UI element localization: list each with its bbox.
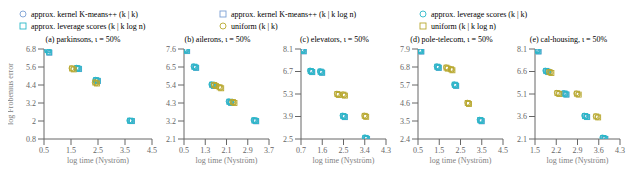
svg-text:3.9: 3.9 [283, 112, 293, 121]
svg-text:2.5: 2.5 [456, 146, 466, 155]
svg-text:1.5: 1.5 [434, 146, 444, 155]
svg-text:2.1: 2.1 [517, 135, 527, 144]
svg-text:7.6: 7.6 [166, 45, 176, 54]
svg-text:2.9: 2.9 [243, 146, 253, 155]
svg-text:0.8: 0.8 [26, 135, 36, 144]
svg-text:4.3: 4.3 [381, 146, 391, 155]
svg-text:log time (Nyström): log time (Nyström) [196, 156, 258, 165]
svg-text:6.8: 6.8 [400, 63, 410, 72]
html-text:approx. leverage scores (k | k: approx. leverage scores (k | k) [431, 9, 528, 19]
html-text:uniform (k | k): uniform (k | k) [231, 21, 278, 31]
html-text:uniform (k | k log n): uniform (k | k log n) [431, 21, 496, 31]
html-text:approx. leverage scores (k | k: approx. leverage scores (k | k log n) [31, 21, 146, 31]
svg-text:4.6: 4.6 [400, 99, 410, 108]
svg-text:2.2: 2.2 [551, 146, 561, 155]
html-text:approx. kernel K-means++ (k |: approx. kernel K-means++ (k | k log n) [231, 9, 357, 19]
svg-text:log time (Nyström): log time (Nyström) [67, 156, 129, 165]
svg-text:1.5: 1.5 [66, 146, 76, 155]
svg-text:3.6: 3.6 [517, 112, 527, 121]
svg-text:7.9: 7.9 [400, 45, 410, 54]
svg-text:5.6: 5.6 [26, 63, 36, 72]
svg-text:3.2: 3.2 [166, 117, 176, 126]
svg-text:5.7: 5.7 [400, 81, 410, 90]
svg-text:0.5: 0.5 [39, 146, 49, 155]
html-text:approx. kernel K-means++ (k |: approx. kernel K-means++ (k | k) [31, 9, 138, 19]
svg-text:6.8: 6.8 [26, 45, 36, 54]
svg-text:5.4: 5.4 [166, 81, 176, 90]
svg-text:4.5: 4.5 [147, 146, 157, 155]
svg-text:3.5: 3.5 [120, 146, 130, 155]
svg-text:2.5: 2.5 [339, 146, 349, 155]
html-text:(c) elevators, ι = 50%: (c) elevators, ι = 50% [300, 35, 369, 44]
svg-text:4.3: 4.3 [166, 99, 176, 108]
svg-text:4.4: 4.4 [26, 81, 36, 90]
svg-text:log time (Nyström): log time (Nyström) [547, 156, 609, 165]
svg-text:4.3: 4.3 [615, 146, 625, 155]
svg-text:2.1: 2.1 [166, 135, 176, 144]
svg-text:2: 2 [32, 117, 36, 126]
html-text:(a) parkinsons, ι = 50%: (a) parkinsons, ι = 50% [45, 35, 121, 44]
html-text:(b) ailerons, ι = 50%: (b) ailerons, ι = 50% [184, 35, 251, 44]
svg-text:1.5: 1.5 [530, 146, 540, 155]
svg-text:0.5: 0.5 [413, 146, 423, 155]
svg-text:6.7: 6.7 [283, 67, 293, 76]
svg-text:3.2: 3.2 [26, 99, 36, 108]
svg-text:2.9: 2.9 [573, 146, 583, 155]
html-text:(d) pole-telecom, ι = 50%: (d) pole-telecom, ι = 50% [410, 35, 493, 44]
svg-text:0.5: 0.5 [179, 146, 189, 155]
html-text:(e) cal-housing, ι = 50%: (e) cal-housing, ι = 50% [529, 35, 608, 44]
svg-text:4.5: 4.5 [498, 146, 508, 155]
svg-text:8.1: 8.1 [517, 45, 527, 54]
svg-text:3.6: 3.6 [594, 146, 604, 155]
svg-text:2.5: 2.5 [93, 146, 103, 155]
svg-text:1.3: 1.3 [200, 146, 210, 155]
svg-text:log Frobenius error: log Frobenius error [8, 63, 15, 125]
svg-text:6.5: 6.5 [166, 63, 176, 72]
svg-text:3.5: 3.5 [400, 117, 410, 126]
svg-text:3.7: 3.7 [264, 146, 274, 155]
svg-text:1.6: 1.6 [317, 146, 327, 155]
svg-text:2.5: 2.5 [283, 135, 293, 144]
svg-text:0.7: 0.7 [296, 146, 306, 155]
svg-text:8.1: 8.1 [283, 45, 293, 54]
svg-text:2.4: 2.4 [400, 135, 410, 144]
svg-text:3.5: 3.5 [477, 146, 487, 155]
svg-text:2.1: 2.1 [222, 146, 232, 155]
svg-text:3.4: 3.4 [360, 146, 370, 155]
svg-text:5.3: 5.3 [283, 90, 293, 99]
svg-text:6.6: 6.6 [517, 67, 527, 76]
svg-text:log time (Nyström): log time (Nyström) [430, 156, 492, 165]
svg-text:log time (Nyström): log time (Nyström) [313, 156, 375, 165]
svg-text:5.1: 5.1 [517, 90, 527, 99]
